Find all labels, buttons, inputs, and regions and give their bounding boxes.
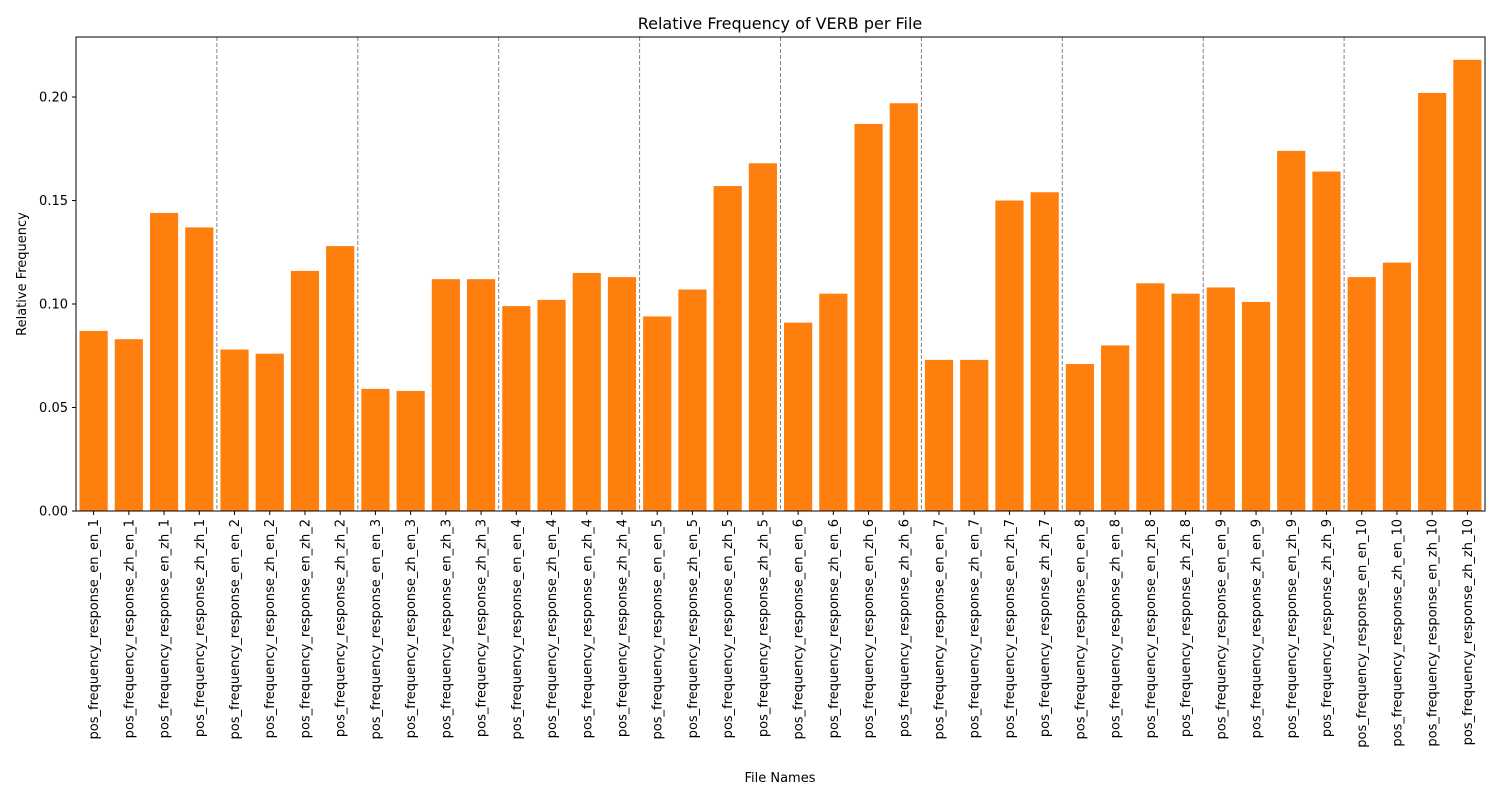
x-tick-label: pos_frequency_response_zh_zh_7	[1038, 519, 1053, 737]
bar-pos_frequency_response_en_en_5	[643, 316, 672, 511]
x-tick-label: pos_frequency_response_en_en_4	[510, 519, 525, 739]
bar-pos_frequency_response_en_zh_8	[1136, 283, 1165, 511]
bar-pos_frequency_response_en_en_10	[1347, 277, 1376, 511]
bar-pos_frequency_response_en_zh_6	[854, 123, 883, 511]
bars	[79, 59, 1482, 512]
x-tick-label: pos_frequency_response_en_zh_7	[1003, 519, 1018, 738]
bar-pos_frequency_response_zh_zh_10	[1453, 59, 1482, 512]
bar-pos_frequency_response_en_en_4	[502, 306, 531, 511]
y-axis-title: Relative Frequency	[15, 212, 30, 336]
y-axis: 0.00 0.05 0.10 0.15 0.20	[39, 91, 76, 520]
bar-pos_frequency_response_zh_zh_4	[607, 277, 637, 511]
x-tick-label: pos_frequency_response_en_en_2	[228, 519, 243, 739]
x-tick-label: pos_frequency_response_en_en_3	[369, 519, 384, 739]
bar-pos_frequency_response_zh_en_5	[678, 289, 707, 511]
bar-pos_frequency_response_zh_zh_7	[1030, 192, 1059, 511]
x-tick-label: pos_frequency_response_en_zh_8	[1144, 519, 1159, 738]
x-tick-label: pos_frequency_response_zh_en_4	[545, 519, 560, 738]
x-tick-label: pos_frequency_response_zh_en_8	[1109, 519, 1124, 738]
x-tick-label: pos_frequency_response_zh_en_10	[1390, 519, 1405, 747]
x-tick-label: pos_frequency_response_en_en_7	[933, 519, 948, 739]
y-tick-label: 0.10	[39, 298, 68, 313]
x-tick-label: pos_frequency_response_zh_en_9	[1250, 519, 1265, 738]
y-tick-label: 0.20	[39, 91, 68, 106]
group-separators	[216, 37, 1345, 511]
bar-pos_frequency_response_en_zh_4	[572, 272, 601, 511]
bar-pos_frequency_response_en_en_7	[924, 359, 954, 511]
bar-pos_frequency_response_en_zh_9	[1277, 150, 1306, 512]
x-tick-label: pos_frequency_response_en_en_5	[651, 519, 666, 739]
x-tick-label: pos_frequency_response_zh_en_1	[122, 519, 137, 738]
x-tick-label: pos_frequency_response_en_zh_10	[1426, 519, 1441, 747]
x-tick-label: pos_frequency_response_en_zh_3	[439, 519, 454, 738]
x-tick-label: pos_frequency_response_zh_en_3	[404, 519, 419, 738]
x-tick-label: pos_frequency_response_zh_zh_6	[897, 519, 912, 737]
bar-pos_frequency_response_en_zh_10	[1418, 92, 1447, 511]
x-tick-label: pos_frequency_response_en_zh_1	[158, 519, 173, 738]
y-tick-label: 0.00	[39, 505, 68, 520]
x-tick-label: pos_frequency_response_en_en_8	[1073, 519, 1088, 739]
x-tick-label: pos_frequency_response_zh_en_6	[827, 519, 842, 738]
x-tick-label: pos_frequency_response_en_zh_4	[580, 519, 595, 738]
bar-pos_frequency_response_zh_en_2	[255, 353, 284, 511]
bar-pos_frequency_response_en_en_8	[1065, 364, 1095, 511]
y-tick-label: 0.15	[39, 194, 68, 209]
x-tick-label: pos_frequency_response_en_zh_9	[1285, 519, 1300, 738]
bar-pos_frequency_response_en_zh_3	[431, 279, 460, 511]
bar-pos_frequency_response_zh_zh_8	[1171, 293, 1200, 511]
bar-pos_frequency_response_en_en_6	[784, 322, 813, 511]
x-tick-label: pos_frequency_response_en_en_9	[1214, 519, 1229, 739]
bar-pos_frequency_response_en_zh_7	[995, 200, 1024, 511]
x-axis: pos_frequency_response_en_en_1 pos_freque…	[87, 511, 1476, 748]
bar-pos_frequency_response_zh_en_1	[114, 339, 143, 511]
x-tick-label: pos_frequency_response_zh_zh_4	[615, 519, 630, 737]
bar-pos_frequency_response_en_en_1	[79, 330, 108, 511]
bar-pos_frequency_response_zh_en_4	[537, 299, 566, 511]
x-tick-label: pos_frequency_response_zh_zh_1	[193, 519, 208, 737]
x-tick-label: pos_frequency_response_zh_zh_2	[334, 519, 349, 737]
x-tick-label: pos_frequency_response_en_en_1	[87, 519, 102, 739]
bar-pos_frequency_response_en_zh_2	[290, 270, 320, 511]
bar-pos_frequency_response_en_zh_1	[149, 212, 179, 512]
x-tick-label: pos_frequency_response_en_en_10	[1355, 519, 1370, 748]
x-tick-label: pos_frequency_response_zh_zh_9	[1320, 519, 1335, 737]
bar-pos_frequency_response_zh_zh_3	[466, 279, 496, 511]
x-tick-label: pos_frequency_response_zh_zh_10	[1461, 519, 1476, 745]
x-tick-label: pos_frequency_response_zh_en_5	[686, 519, 701, 738]
plot-frame	[75, 36, 1486, 512]
x-axis-title: File Names	[744, 771, 815, 786]
bar-pos_frequency_response_zh_zh_1	[185, 227, 214, 511]
bar-pos_frequency_response_zh_en_9	[1241, 301, 1271, 511]
bar-pos_frequency_response_en_zh_5	[713, 186, 742, 511]
bar-pos_frequency_response_en_en_2	[220, 349, 249, 511]
x-tick-label: pos_frequency_response_en_zh_2	[298, 519, 313, 738]
bar-pos_frequency_response_zh_en_6	[819, 293, 848, 511]
x-tick-label: pos_frequency_response_zh_en_7	[968, 519, 983, 738]
x-tick-label: pos_frequency_response_en_en_6	[792, 519, 807, 739]
x-tick-label: pos_frequency_response_en_zh_6	[862, 519, 877, 738]
x-tick-label: pos_frequency_response_zh_zh_3	[475, 519, 490, 737]
bar-pos_frequency_response_en_en_3	[361, 388, 390, 511]
bar-pos_frequency_response_zh_zh_2	[326, 246, 355, 511]
bar-pos_frequency_response_zh_en_10	[1382, 262, 1412, 511]
x-tick-label: pos_frequency_response_zh_en_2	[263, 519, 278, 738]
x-tick-label: pos_frequency_response_en_zh_5	[721, 519, 736, 738]
chart-title: Relative Frequency of VERB per File	[638, 14, 923, 33]
bar-pos_frequency_response_zh_zh_5	[748, 163, 777, 511]
bar-pos_frequency_response_zh_zh_9	[1312, 171, 1341, 511]
bar-pos_frequency_response_zh_en_7	[960, 359, 989, 511]
bar-pos_frequency_response_zh_en_8	[1101, 345, 1130, 511]
y-tick-label: 0.05	[39, 401, 68, 416]
bar-pos_frequency_response_zh_zh_6	[889, 103, 918, 511]
bar-pos_frequency_response_zh_en_3	[396, 390, 425, 511]
bar-pos_frequency_response_en_en_9	[1206, 287, 1235, 511]
x-tick-label: pos_frequency_response_zh_zh_5	[756, 519, 771, 737]
x-tick-label: pos_frequency_response_zh_zh_8	[1179, 519, 1194, 737]
